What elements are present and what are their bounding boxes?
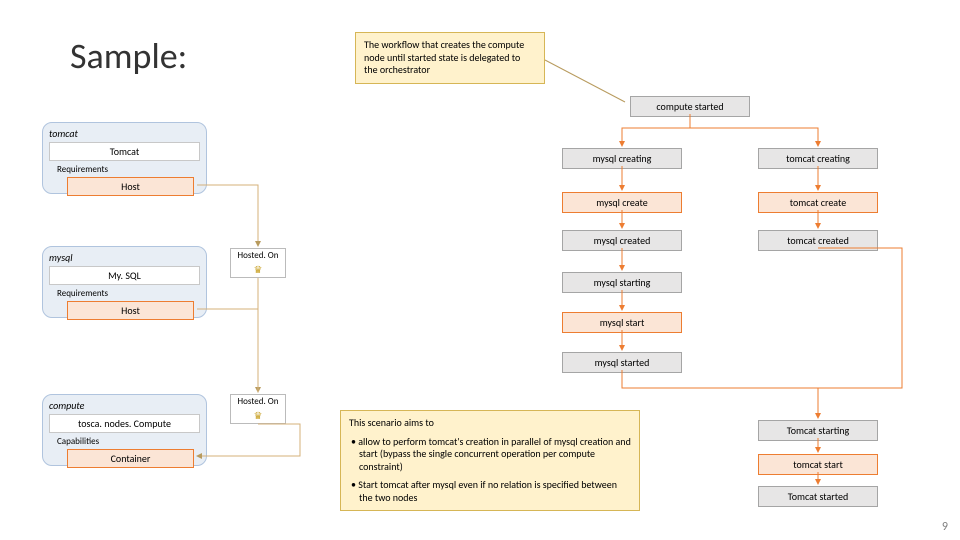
node-mysql-hdr: mysql	[49, 251, 200, 264]
wf-mysql-starting: mysql starting	[562, 272, 682, 293]
node-mysql: mysql My. SQL Requirements Host	[42, 246, 207, 318]
crown-icon: ♛	[254, 409, 263, 422]
node-mysql-req-label: Requirements	[57, 288, 200, 299]
hosted-on-2-label: Hosted. On	[238, 396, 279, 407]
wf-tomcat-created: tomcat created	[758, 230, 878, 251]
callout-b1: • allow to perform tomcat's creation in …	[349, 436, 631, 474]
wf-tomcat-starting: Tomcat starting	[758, 420, 878, 441]
wf-tomcat-start: tomcat start	[758, 454, 878, 475]
node-compute: compute tosca. nodes. Compute Capabiliti…	[42, 394, 207, 466]
wf-compute-started: compute started	[630, 96, 750, 117]
callout-intro: This scenario aims to	[349, 417, 631, 430]
wf-tomcat-create: tomcat create	[758, 192, 878, 213]
hosted-on-2: Hosted. On ♛	[230, 394, 286, 424]
page-number: 9	[942, 520, 948, 534]
node-tomcat-req-label: Requirements	[57, 164, 200, 175]
node-mysql-name: My. SQL	[49, 266, 200, 285]
wf-mysql-create: mysql create	[562, 192, 682, 213]
crown-icon: ♛	[254, 263, 263, 276]
wf-tomcat-started: Tomcat started	[758, 486, 878, 507]
wf-mysql-creating: mysql creating	[562, 148, 682, 169]
wf-tomcat-creating: tomcat creating	[758, 148, 878, 169]
node-tomcat-hdr: tomcat	[49, 127, 200, 140]
node-tomcat-name: Tomcat	[49, 142, 200, 161]
node-mysql-host: Host	[67, 301, 194, 320]
wf-mysql-start: mysql start	[562, 312, 682, 333]
hosted-on-1-label: Hosted. On	[238, 250, 279, 261]
page-title: Sample:	[70, 34, 187, 78]
callout-bottom: This scenario aims to • allow to perform…	[340, 410, 640, 511]
callout-b2: • Start tomcat after mysql even if no re…	[349, 479, 631, 504]
node-tomcat: tomcat Tomcat Requirements Host	[42, 122, 207, 194]
node-compute-name: tosca. nodes. Compute	[49, 414, 200, 433]
callout-top: The workflow that creates the compute no…	[355, 32, 545, 84]
node-tomcat-host: Host	[67, 177, 194, 196]
node-compute-cap-label: Capabilities	[57, 436, 200, 447]
wf-mysql-created: mysql created	[562, 230, 682, 251]
wf-mysql-started: mysql started	[562, 352, 682, 373]
hosted-on-1: Hosted. On ♛	[230, 248, 286, 278]
node-compute-container: Container	[67, 449, 194, 468]
node-compute-hdr: compute	[49, 399, 200, 412]
